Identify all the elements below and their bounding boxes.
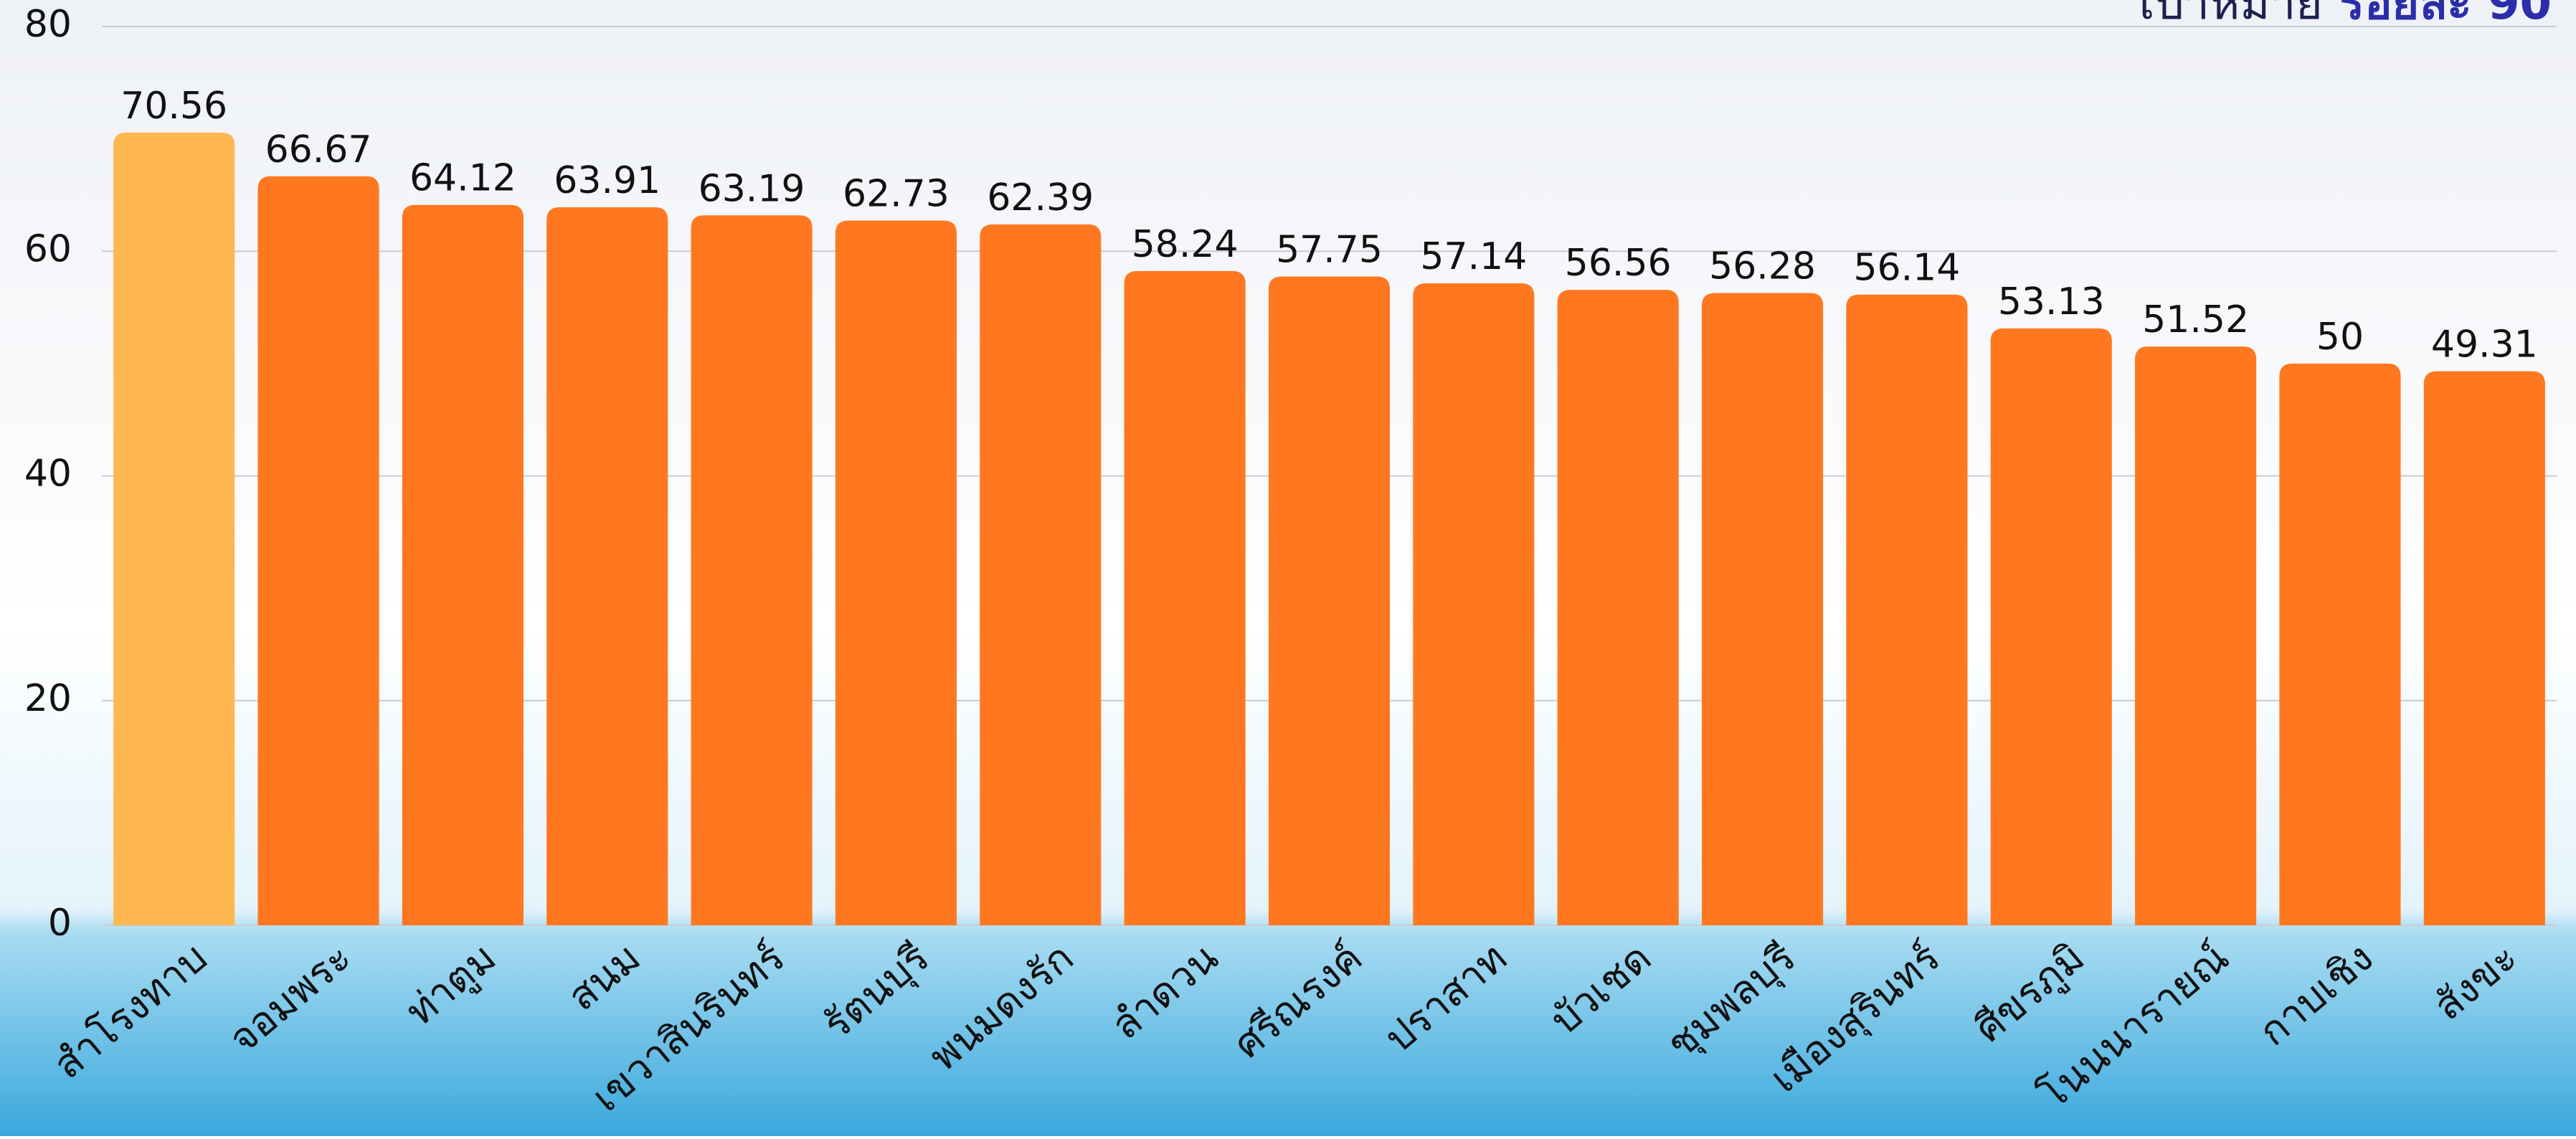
y-tick-label: 60 <box>24 227 72 270</box>
bar <box>835 220 957 926</box>
value-label: 62.39 <box>987 176 1094 219</box>
value-label: 57.14 <box>1420 235 1527 278</box>
value-label: 63.91 <box>554 159 660 202</box>
y-tick-label: 40 <box>24 453 72 496</box>
value-label: 56.14 <box>1853 247 1960 290</box>
bar <box>1990 328 2112 925</box>
value-label: 58.24 <box>1132 223 1239 266</box>
bar <box>1124 270 1246 925</box>
value-label: 56.28 <box>1709 245 1816 288</box>
value-label: 51.52 <box>2142 298 2249 341</box>
annotation-highlight: ร้อยละ 90 <box>2340 0 2552 30</box>
y-tick-label: 0 <box>48 902 72 945</box>
value-label: 66.67 <box>265 128 372 171</box>
bar <box>1413 283 1535 925</box>
bar <box>2423 371 2545 925</box>
value-label: 57.75 <box>1276 228 1383 271</box>
value-label: 50 <box>2316 316 2364 359</box>
value-label: 64.12 <box>409 157 516 200</box>
bar <box>402 204 524 926</box>
y-tick-label: 80 <box>24 3 72 46</box>
value-label: 53.13 <box>1998 280 2105 323</box>
y-tick-label: 20 <box>24 677 72 720</box>
bar <box>1557 290 1679 925</box>
annotation-text: เป้าหมาย <box>2139 0 2323 30</box>
bar <box>2135 346 2257 925</box>
value-label: 70.56 <box>120 85 227 128</box>
bar <box>1846 294 1968 925</box>
bar <box>691 215 813 925</box>
bar <box>980 224 1102 925</box>
bar <box>546 207 668 925</box>
bar <box>1701 293 1824 925</box>
value-label: 63.19 <box>699 167 805 210</box>
bar <box>1268 276 1391 926</box>
value-label: 56.56 <box>1565 242 1672 285</box>
bar <box>113 132 235 925</box>
annotation: เป้าหมาย ร้อยละ 90 <box>2139 0 2552 30</box>
value-label: 62.73 <box>843 172 950 215</box>
value-label: 49.31 <box>2431 323 2538 367</box>
bar <box>2279 363 2401 925</box>
bar <box>257 176 379 925</box>
